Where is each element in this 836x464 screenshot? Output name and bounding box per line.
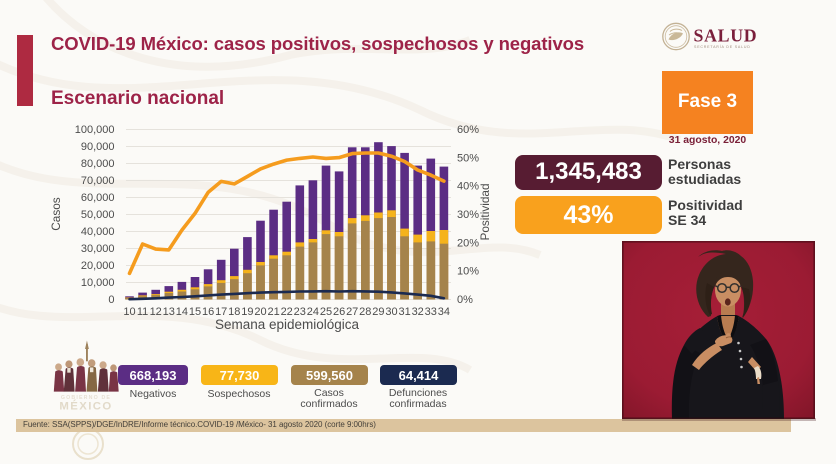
svg-text:0%: 0% (457, 294, 473, 306)
svg-text:SALUD: SALUD (694, 26, 758, 46)
svg-text:13: 13 (163, 306, 175, 318)
svg-text:25: 25 (320, 306, 332, 318)
svg-text:60,000: 60,000 (81, 192, 115, 204)
svg-text:32: 32 (412, 306, 424, 318)
svg-text:Semana epidemiológica: Semana epidemiológica (215, 317, 360, 332)
svg-text:26: 26 (333, 306, 345, 318)
svg-text:20%: 20% (457, 237, 479, 249)
svg-text:Positividad: Positividad (478, 183, 492, 240)
svg-text:60%: 60% (457, 124, 479, 136)
svg-text:23: 23 (294, 306, 306, 318)
svg-text:34: 34 (438, 306, 450, 318)
svg-text:31: 31 (398, 306, 410, 318)
svg-text:0: 0 (108, 294, 114, 306)
svg-text:20: 20 (254, 306, 266, 318)
svg-text:40%: 40% (457, 181, 479, 193)
svg-text:GOBIERNO DE: GOBIERNO DE (61, 395, 111, 401)
svg-text:24: 24 (307, 306, 319, 318)
svg-text:30: 30 (385, 306, 397, 318)
svg-text:12: 12 (150, 306, 162, 318)
svg-text:21: 21 (267, 306, 279, 318)
svg-text:40,000: 40,000 (81, 226, 115, 238)
svg-text:SECRETARÍA DE SALUD: SECRETARÍA DE SALUD (694, 45, 751, 49)
svg-text:28: 28 (359, 306, 371, 318)
svg-text:80,000: 80,000 (81, 158, 115, 170)
svg-text:10,000: 10,000 (81, 277, 115, 289)
svg-text:10: 10 (123, 306, 135, 318)
svg-text:90,000: 90,000 (81, 141, 115, 153)
svg-text:18: 18 (228, 306, 240, 318)
svg-text:33: 33 (425, 306, 437, 318)
svg-text:29: 29 (372, 306, 384, 318)
svg-text:17: 17 (215, 306, 227, 318)
svg-text:10%: 10% (457, 266, 479, 278)
svg-text:20,000: 20,000 (81, 260, 115, 272)
svg-text:30%: 30% (457, 209, 479, 221)
svg-text:19: 19 (241, 306, 253, 318)
svg-text:70,000: 70,000 (81, 175, 115, 187)
svg-text:15: 15 (189, 306, 201, 318)
svg-text:14: 14 (176, 306, 188, 318)
svg-text:50,000: 50,000 (81, 209, 115, 221)
svg-text:11: 11 (137, 306, 148, 318)
svg-text:Casos: Casos (49, 197, 63, 231)
svg-text:100,000: 100,000 (75, 124, 115, 136)
svg-text:16: 16 (202, 306, 214, 318)
svg-text:27: 27 (346, 306, 358, 318)
svg-text:30,000: 30,000 (81, 243, 115, 255)
svg-text:MÉXICO: MÉXICO (59, 400, 112, 411)
svg-text:22: 22 (281, 306, 293, 318)
svg-text:50%: 50% (457, 152, 479, 164)
